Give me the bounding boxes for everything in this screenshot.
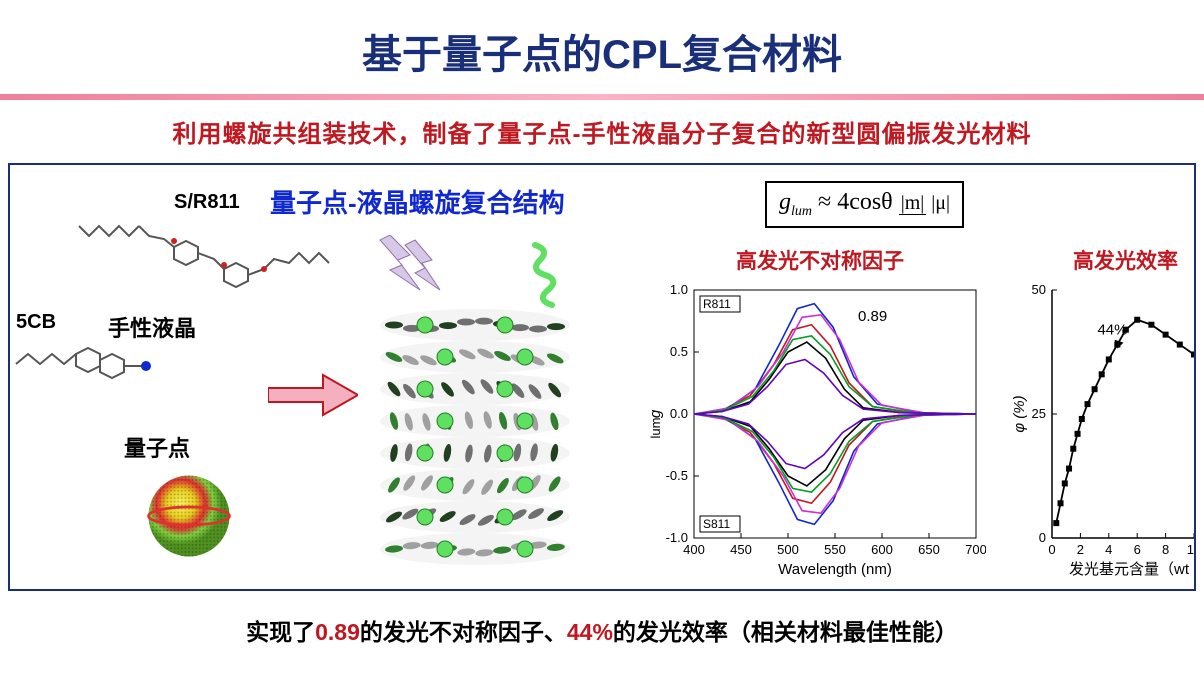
arrow-icon [268, 370, 358, 420]
center-title: 量子点-液晶螺旋复合结构 [270, 183, 565, 220]
subtitle: 利用螺旋共组装技术，制备了量子点-手性液晶分子复合的新型圆偏振发光材料 [0, 114, 1204, 149]
svg-text:6: 6 [1134, 542, 1141, 557]
svg-text:0.5: 0.5 [670, 344, 688, 359]
svg-text:10: 10 [1187, 542, 1194, 557]
svg-text:发光基元含量（wt: 发光基元含量（wt [1069, 561, 1190, 578]
svg-text:lum: lum [648, 418, 663, 439]
formula-sub: lum [791, 204, 812, 219]
molecule-sr811 [74, 211, 334, 301]
formula-box: glum ≈ 4cosθ |m| |μ| [765, 181, 964, 228]
formula-mid: ≈ 4cosθ [818, 189, 893, 215]
chart1-title: 高发光不对称因子 [736, 245, 904, 275]
svg-text:25: 25 [1032, 406, 1046, 421]
svg-text:550: 550 [824, 542, 846, 557]
svg-text:500: 500 [777, 542, 799, 557]
svg-text:-0.5: -0.5 [666, 468, 688, 483]
svg-text:g: g [647, 409, 664, 418]
svg-text:650: 650 [918, 542, 940, 557]
formula-num: |m| [899, 192, 927, 215]
footer: 实现了0.89的发光不对称因子、44%的发光效率（相关材料最佳性能） [0, 613, 1204, 647]
svg-text:600: 600 [871, 542, 893, 557]
main-panel: S/R811 手性液晶 5CB 量子点 [8, 163, 1196, 591]
label-5cb: 5CB [16, 311, 56, 334]
svg-text:0.0: 0.0 [670, 406, 688, 421]
svg-text:50: 50 [1032, 282, 1046, 297]
svg-text:φ (%): φ (%) [1011, 395, 1028, 432]
label-qd: 量子点 [124, 431, 190, 463]
footer-v1: 0.89 [315, 619, 360, 645]
svg-text:Wavelength (nm): Wavelength (nm) [778, 561, 892, 578]
svg-text:R811: R811 [703, 297, 731, 311]
svg-text:4: 4 [1105, 542, 1112, 557]
molecule-5cb [14, 339, 234, 389]
chart2-title: 高发光效率 [1073, 245, 1178, 275]
svg-text:2: 2 [1077, 542, 1084, 557]
footer-v2: 44% [567, 619, 613, 645]
quantum-dot-sphere [144, 471, 234, 561]
svg-text:1.0: 1.0 [670, 282, 688, 297]
footer-p1: 实现了 [246, 619, 315, 645]
svg-text:700: 700 [965, 542, 986, 557]
svg-text:0: 0 [1039, 530, 1046, 545]
footer-p3: 的发光效率（相关材料最佳性能） [613, 619, 958, 645]
svg-text:0.89: 0.89 [858, 308, 887, 325]
svg-text:-1.0: -1.0 [666, 530, 688, 545]
title-bar: 基于量子点的CPL复合材料 [0, 0, 1204, 94]
svg-text:8: 8 [1162, 542, 1169, 557]
svg-text:0: 0 [1048, 542, 1055, 557]
helical-stack [360, 235, 590, 575]
svg-text:450: 450 [730, 542, 752, 557]
svg-text:S811: S811 [703, 517, 730, 531]
page-title: 基于量子点的CPL复合材料 [0, 22, 1204, 80]
formula-den: |μ| [931, 192, 950, 214]
chart-glum: 400450500550600650700-1.0-0.50.00.51.0Wa… [646, 280, 986, 580]
formula-g: g [779, 189, 791, 215]
footer-p2: 的发光不对称因子、 [360, 619, 567, 645]
svg-text:44%: 44% [1097, 322, 1127, 339]
chart-efficiency: 0 2 4 6 8 10 0 25 50 发光基元含量（wt φ (%) 44% [1010, 280, 1194, 580]
divider [0, 94, 1204, 100]
